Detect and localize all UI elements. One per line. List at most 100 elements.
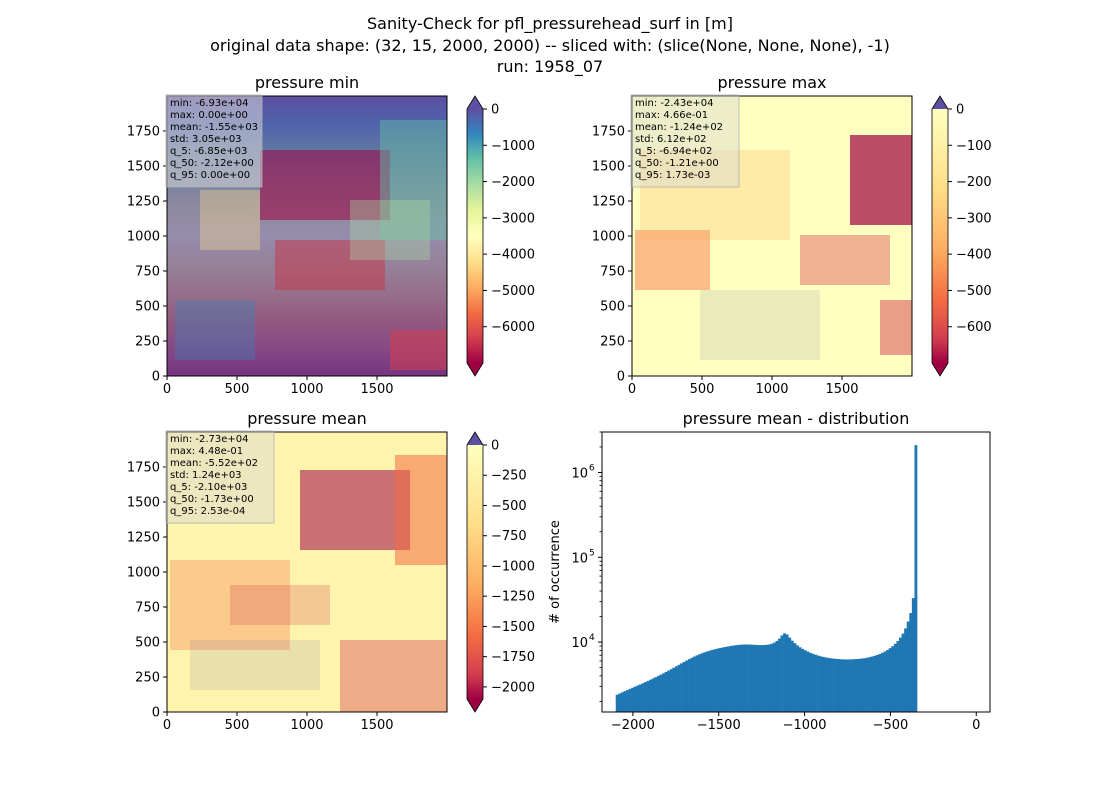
histogram-bar [870,656,874,712]
histogram-bar [857,658,861,712]
x-tick-label: −1500 [697,718,741,733]
y-tick-label: 750 [600,265,625,280]
colorbar: 0 −1000 −2000 −3000 −4000 −5000 −6000 [466,95,535,377]
stats-line: max: 0.00e+00 [170,110,248,121]
stats-line: min: -2.73e+04 [170,434,249,445]
stats-line: q_50: -2.12e+00 [170,158,254,169]
x-tick-label: 0 [163,382,171,397]
histogram-bar [814,654,817,712]
histogram-bar [741,644,745,712]
histogram-bar [780,635,784,712]
stats-line: q_95: 2.53e-04 [170,506,245,517]
histogram-bar [839,659,843,712]
x-tick-label: 1500 [360,382,393,397]
histogram-bar [801,648,805,712]
stats-line: q_5: -6.85e+03 [170,146,247,157]
panel-distribution: pressure mean - distribution −2000 −1500−… [548,409,991,733]
histogram-bar [649,679,653,712]
histogram-bar [729,646,732,712]
y-tick-label: 750 [135,265,160,280]
histogram-bar [783,633,786,712]
colorbar-tick-label: −250 [491,469,527,484]
figure-title-line-1: Sanity-Check for pfl_pressurehead_surf i… [367,14,733,34]
y-tick-label: 1000 [127,230,160,245]
y-tick-exponent: 6 [589,463,595,473]
colorbar-tick-label: 0 [956,103,964,118]
histogram-bar [731,645,735,712]
histogram-bar [878,653,882,712]
y-tick-label: 750 [135,601,160,616]
stats-box: min: -6.93e+04 max: 0.00e+00 mean: -1.55… [165,94,263,188]
histogram-bar [723,646,727,712]
colorbar-tick-label: −1750 [491,650,535,665]
histogram-bar [615,694,619,712]
histogram-bar [659,674,663,712]
histogram-bar [914,445,918,712]
y-tick-label: 250 [135,335,160,350]
colorbar-tick-label: 0 [491,103,499,118]
y-tick-label: 1750 [127,461,160,476]
histogram-bar [865,657,869,712]
histogram-bar [873,655,877,712]
histogram-bar [726,646,730,712]
histogram-bar [638,684,642,712]
histogram-bar [798,647,802,712]
histogram-bar [777,638,781,712]
panel-title: pressure max [717,73,826,92]
x-tick-label: 1000 [755,382,788,397]
y-tick-label: 500 [600,300,625,315]
x-tick-label: −1000 [783,718,827,733]
y-tick-label: 1250 [592,195,625,210]
x-tick-label: −500 [873,718,909,733]
x-axis: 0 500 1000 1500 [163,376,394,397]
histogram-bar [654,677,658,712]
y-tick-exponent: 4 [589,633,595,643]
histogram-bar [736,644,740,712]
histogram-bar [762,645,766,712]
histogram-bar [847,659,851,712]
histogram-bar [888,648,892,712]
histogram-bar [752,644,756,712]
histogram-bar [685,660,689,712]
panel-pressure-min: pressure min 0 500 1000 1500 0 250 500 750 1000… [127,73,535,397]
stats-line: max: 4.66e-01 [635,110,708,121]
histogram-bar [628,688,632,712]
colorbar-tick-label: −3000 [491,211,535,226]
stats-box: min: -2.73e+04 max: 4.48e-01 mean: -5.52… [165,430,275,524]
y-tick-label: 250 [600,335,625,350]
histogram-bar [713,649,717,712]
x-tick-label: 1500 [360,718,393,733]
y-tick-label: 1750 [592,125,625,140]
y-tick-label: 500 [135,636,160,651]
histogram-bar [909,613,913,712]
colorbar-tick-label: 0 [491,439,499,454]
histogram-bar [759,645,763,712]
histogram-bar [886,649,890,712]
panel-title: pressure mean - distribution [683,409,910,428]
histogram-bar [682,661,686,712]
histogram-bar [901,633,905,712]
histogram-bar [662,673,665,712]
histogram-bar [806,651,810,712]
figure-title-line-3: run: 1958_07 [497,57,603,77]
histogram-bar [687,659,691,712]
stats-line: q_95: 0.00e+00 [170,170,250,181]
histogram-bar [749,644,753,712]
y-tick-exponent: 5 [589,548,595,558]
colorbar-tick-label: −400 [956,248,992,263]
x-axis: −2000 −1500 −1000 −500 0 [611,712,980,733]
stats-line: mean: -1.24e+02 [635,122,723,133]
histogram-bar [811,653,815,712]
histogram-bar [747,644,750,712]
histogram-bar [690,657,694,712]
histogram-bar [633,686,637,712]
histogram-bar [906,621,910,712]
y-tick-label: 1500 [127,160,160,175]
stats-line: min: -6.93e+04 [170,98,249,109]
colorbar-tick-label: −5000 [491,284,535,299]
x-axis: 0 500 1000 1500 [163,712,394,733]
histogram-bar [700,653,704,712]
histogram-bar [891,646,895,712]
x-tick-label: 1000 [290,718,323,733]
histogram-bar [862,658,866,712]
